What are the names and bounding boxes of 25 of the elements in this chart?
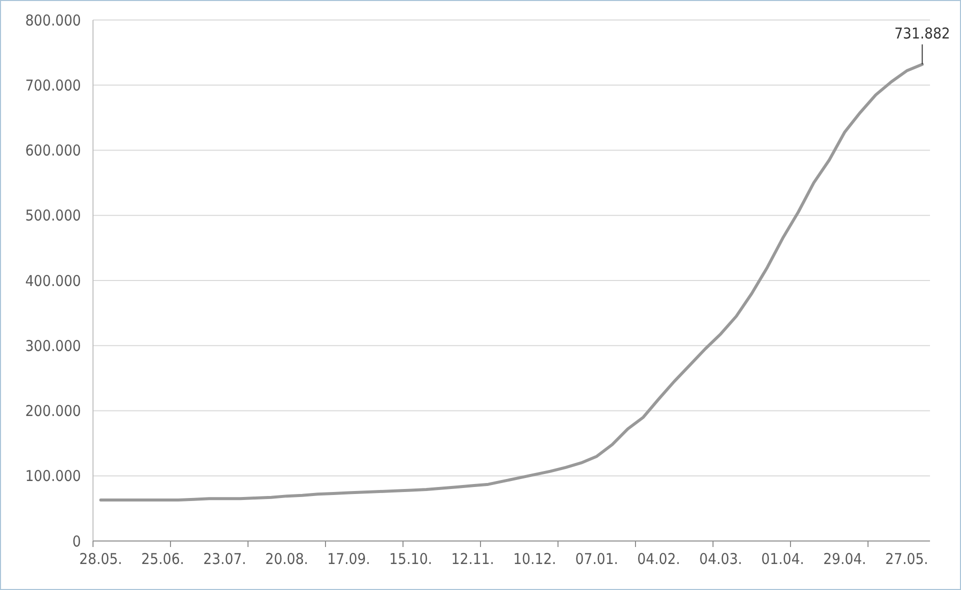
y-tick-label: 800.000: [25, 11, 81, 30]
x-tick-label: 04.02.: [637, 550, 680, 568]
line-series: [99, 62, 924, 502]
y-tick-label: 300.000: [25, 336, 81, 355]
y-tick-label: 500.000: [25, 206, 81, 225]
annotation: 731.882: [894, 24, 950, 42]
y-tick-label: 0: [72, 532, 81, 550]
y-tick-label: 600.000: [25, 142, 81, 160]
y-tick-label: 700.000: [25, 76, 81, 94]
y-tick-label: 400.000: [25, 272, 81, 290]
x-tick-label: 20.08.: [265, 550, 308, 568]
x-tick-label: 07.01.: [575, 550, 618, 568]
x-tick-label: 28.05.: [79, 550, 122, 568]
x-tick-label: 17.09.: [327, 550, 370, 568]
x-tick-label: 29.04.: [823, 550, 866, 568]
x-tick-label: 04.03.: [699, 550, 742, 568]
y-tick-label: 100.000: [25, 467, 81, 486]
x-tick-label: 01.04.: [761, 550, 804, 568]
x-tick-label: 12.11.: [451, 550, 494, 568]
x-tick-label: 25.06.: [141, 550, 184, 568]
y-tick-label: 200.000: [25, 402, 81, 420]
x-tick-label: 23.07.: [203, 550, 246, 568]
x-tick-label: 15.10.: [389, 550, 432, 568]
x-tick-label: 27.05.: [885, 550, 928, 568]
x-tick-label: 10.12.: [513, 550, 556, 568]
